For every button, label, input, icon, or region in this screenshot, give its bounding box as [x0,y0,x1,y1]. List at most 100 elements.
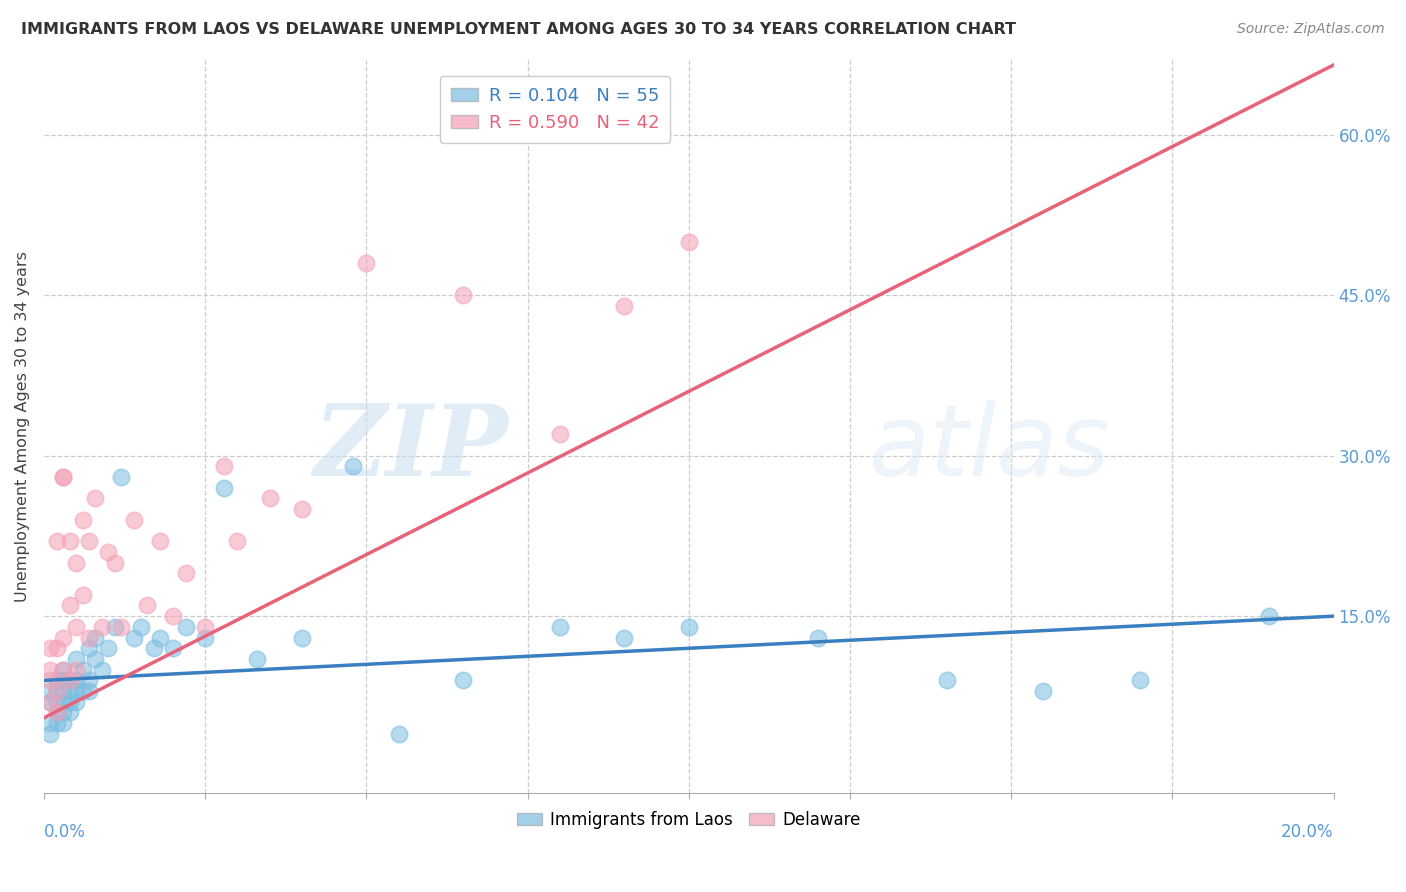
Point [59,599,82,613]
Point [39,695,62,709]
Point [291,631,314,645]
Point [226,534,249,549]
Point [39,641,62,656]
Point [72,684,94,698]
Text: atlas: atlas [869,400,1111,497]
Point [45,684,67,698]
Point [52,470,75,484]
Point [136,599,159,613]
Point [1258,609,1281,624]
Point [65,620,87,634]
Point [342,459,364,474]
Point [77,631,100,645]
Point [45,673,67,688]
Point [84,631,107,645]
Point [291,502,314,516]
Point [52,673,75,688]
Point [45,706,67,720]
Point [45,641,67,656]
Point [65,684,87,698]
Point [52,695,75,709]
Point [52,684,75,698]
Point [59,706,82,720]
Point [52,470,75,484]
Point [65,556,87,570]
Point [45,534,67,549]
Point [259,491,281,506]
Point [104,620,127,634]
Point [39,727,62,741]
Point [77,673,100,688]
Point [72,588,94,602]
Point [162,609,184,624]
Point [72,663,94,677]
Point [678,235,700,249]
Point [807,631,830,645]
Point [214,481,236,495]
Text: 0.0%: 0.0% [44,823,86,841]
Point [97,545,120,559]
Legend: Immigrants from Laos, Delaware: Immigrants from Laos, Delaware [510,805,868,836]
Point [678,620,700,634]
Point [39,684,62,698]
Point [59,695,82,709]
Point [84,652,107,666]
Point [39,716,62,731]
Point [72,513,94,527]
Text: 20.0%: 20.0% [1281,823,1334,841]
Point [90,663,112,677]
Point [935,673,957,688]
Text: IMMIGRANTS FROM LAOS VS DELAWARE UNEMPLOYMENT AMONG AGES 30 TO 34 YEARS CORRELAT: IMMIGRANTS FROM LAOS VS DELAWARE UNEMPLO… [21,22,1017,37]
Point [613,631,636,645]
Point [1032,684,1054,698]
Point [65,695,87,709]
Point [39,663,62,677]
Point [613,299,636,313]
Point [45,695,67,709]
Point [214,459,236,474]
Point [52,631,75,645]
Point [39,695,62,709]
Point [97,641,120,656]
Point [52,706,75,720]
Point [52,663,75,677]
Point [194,620,217,634]
Point [451,673,474,688]
Point [65,652,87,666]
Point [90,620,112,634]
Point [59,684,82,698]
Point [59,673,82,688]
Point [39,673,62,688]
Point [451,288,474,302]
Point [142,641,165,656]
Text: ZIP: ZIP [314,400,508,497]
Point [356,256,378,270]
Point [77,641,100,656]
Point [59,673,82,688]
Point [194,631,217,645]
Point [548,427,571,442]
Point [77,534,100,549]
Y-axis label: Unemployment Among Ages 30 to 34 years: Unemployment Among Ages 30 to 34 years [15,251,30,601]
Point [110,470,132,484]
Text: Source: ZipAtlas.com: Source: ZipAtlas.com [1237,22,1385,37]
Point [104,556,127,570]
Point [1129,673,1152,688]
Point [162,641,184,656]
Point [548,620,571,634]
Point [84,491,107,506]
Point [387,727,409,741]
Point [77,684,100,698]
Point [59,534,82,549]
Point [45,706,67,720]
Point [129,620,152,634]
Point [149,534,172,549]
Point [122,513,145,527]
Point [110,620,132,634]
Point [149,631,172,645]
Point [65,673,87,688]
Point [65,663,87,677]
Point [246,652,269,666]
Point [45,716,67,731]
Point [174,566,197,581]
